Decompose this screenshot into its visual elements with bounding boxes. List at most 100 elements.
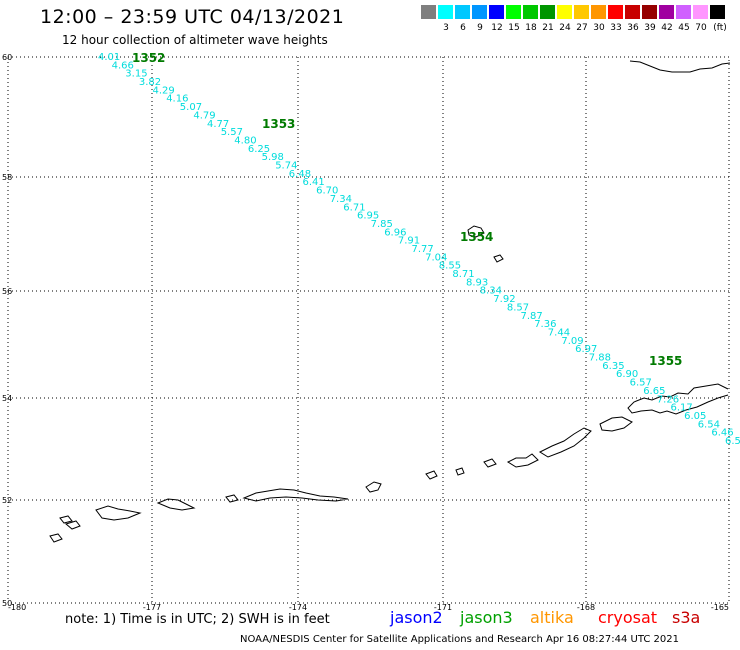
legend-swatch (421, 5, 436, 19)
track-value: 6.57 (630, 378, 652, 389)
legend-swatch (455, 5, 470, 19)
legend-label: 70 (695, 23, 707, 33)
legend-label: 33 (610, 23, 622, 33)
track-value: 6.41 (303, 177, 325, 188)
coastlines (49, 60, 731, 543)
track-value: 5.57 (221, 127, 243, 138)
lon-tick-label: -177 (143, 603, 161, 612)
track-value: 5.07 (180, 102, 202, 113)
lat-tick-label: 50 (2, 599, 12, 608)
track-value: 6.71 (343, 202, 365, 213)
legend-swatch (625, 5, 640, 19)
grid-lines (8, 57, 729, 603)
legend-label: 36 (627, 23, 639, 33)
legend-swatch (506, 5, 521, 19)
track-value: 6.35 (602, 361, 624, 372)
satellite-name: jason3 (460, 608, 513, 627)
lat-tick-label: 56 (2, 287, 12, 296)
chart-title: 12:00 – 23:59 UTC 04/13/2021 (40, 6, 345, 28)
track-value: 4.16 (166, 94, 188, 105)
legend-swatch (676, 5, 691, 19)
andreanof-islands (242, 488, 349, 502)
track-value: 7.34 (330, 194, 352, 205)
track-value: 6.51 (725, 436, 740, 447)
legend-label: 9 (477, 23, 483, 33)
track-value: 6.48 (289, 169, 311, 180)
legend-label: 39 (644, 23, 656, 33)
footer-note: note: 1) Time is in UTC; 2) SWH is in fe… (65, 612, 330, 627)
track-value: 6.05 (684, 411, 706, 422)
buldir-island (59, 515, 73, 524)
unalaska-island (538, 427, 592, 458)
lat-tick-label: 60 (2, 53, 12, 62)
alaska-coast-north (629, 60, 731, 73)
rat-islands (156, 498, 196, 511)
legend-swatch (472, 5, 487, 19)
legend-label: 24 (559, 23, 571, 33)
legend-unit: (ft) (713, 23, 727, 33)
axis-tick-labels: 60 58 56 54 52 50-180 -177 -174 -171 -168 -165 (2, 53, 729, 612)
islands-of-four-mountains (483, 458, 497, 468)
track-value: 8.34 (480, 286, 502, 297)
track-value: 4.66 (112, 60, 134, 71)
track-value: 5.98 (262, 152, 284, 163)
legend-label: 12 (491, 23, 503, 33)
chart-subtitle: 12 hour collection of altimeter wave hei… (62, 33, 328, 47)
satellite-name: altika (530, 608, 574, 627)
unimak-island (599, 416, 633, 432)
legend-swatch (540, 5, 555, 19)
map-frame (7, 56, 730, 604)
lon-tick-label: -180 (8, 603, 26, 612)
track-value: 3.82 (139, 77, 161, 88)
track-value: 6.95 (357, 211, 379, 222)
legend-swatch (523, 5, 538, 19)
legend-label: 21 (542, 23, 554, 33)
orbit-label: 1352 (132, 51, 165, 65)
atka-island (365, 481, 382, 493)
legend-label: 45 (678, 23, 690, 33)
track-value: 8.93 (466, 277, 488, 288)
track-value: 7.77 (412, 244, 434, 255)
orbit-label: 1354 (460, 230, 493, 244)
legend-swatch (574, 5, 589, 19)
orbit-label: 1355 (649, 354, 682, 368)
legend-swatch (693, 5, 708, 19)
track-value: 7.91 (398, 236, 420, 247)
track-value: 6.96 (384, 227, 406, 238)
legend-swatch (557, 5, 572, 19)
satellite-name: cryosat (598, 608, 658, 627)
altimeter-track: 4.014.663.153.824.294.165.074.794.775.57… (98, 52, 740, 447)
lon-tick-label: -168 (577, 603, 595, 612)
lon-tick-label: -171 (434, 603, 452, 612)
seguam-island (425, 470, 438, 480)
track-value: 6.54 (698, 419, 720, 430)
track-value: 3.15 (125, 69, 147, 80)
track-value: 4.01 (98, 52, 120, 63)
track-value: 8.71 (452, 269, 474, 280)
legend-label: 30 (593, 23, 605, 33)
amukta-island (455, 467, 465, 476)
footer-credit: NOAA/NESDIS Center for Satellite Applica… (240, 634, 679, 645)
track-value: 6.46 (711, 428, 733, 439)
hall-island (493, 254, 504, 263)
track-value: 7.87 (521, 311, 543, 322)
legend-label: 42 (661, 23, 673, 33)
track-value: 7.92 (493, 294, 515, 305)
attu-island (64, 520, 81, 530)
legend-swatch (591, 5, 606, 19)
track-value: 6.17 (671, 403, 693, 414)
legend-label: 15 (508, 23, 520, 33)
near-islands (49, 533, 63, 543)
orbit-labels: 1352 1353 1354 1355 (132, 51, 682, 368)
track-value: 7.85 (371, 219, 393, 230)
lon-tick-label: -174 (289, 603, 307, 612)
legend-label: 3 (443, 23, 449, 33)
track-value: 6.65 (643, 386, 665, 397)
track-value: 6.97 (575, 344, 597, 355)
track-value: 7.36 (534, 319, 556, 330)
legend-label: 27 (576, 23, 588, 33)
satellite-name: s3a (672, 608, 701, 627)
legend-swatch (489, 5, 504, 19)
kiska-island (95, 505, 142, 521)
